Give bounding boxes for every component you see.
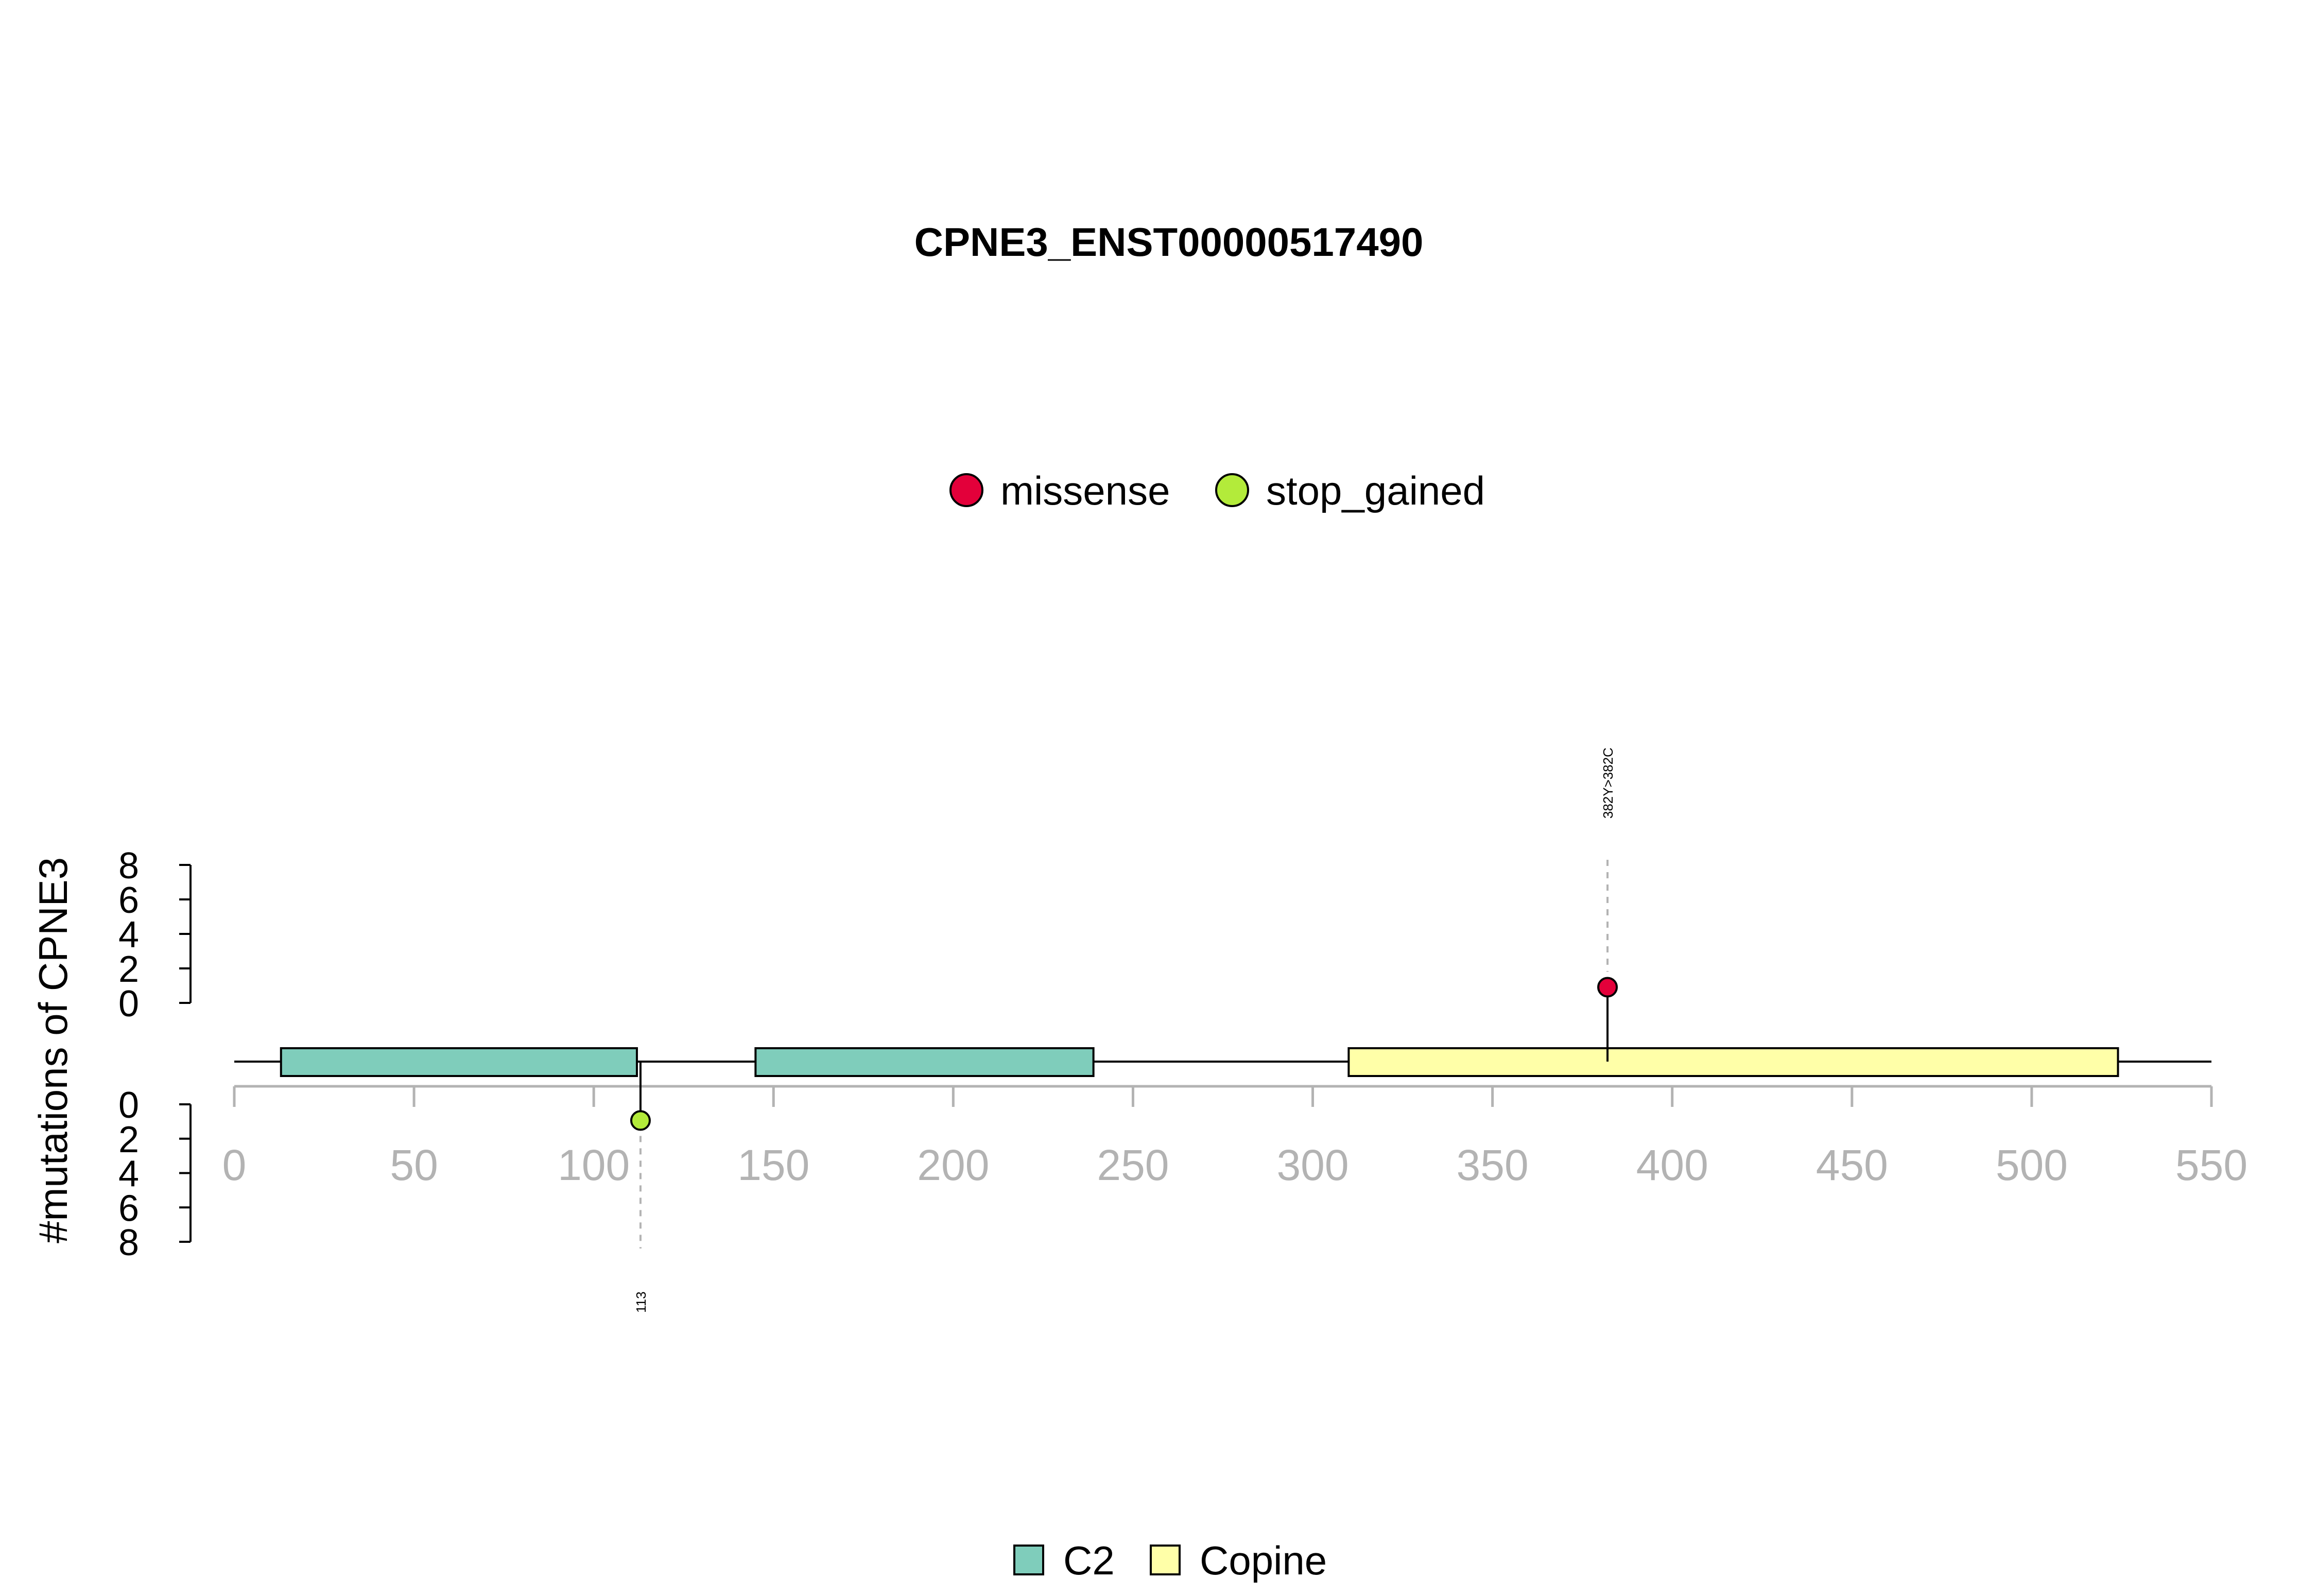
x-tick-label: 0 — [222, 1141, 247, 1189]
legend-label-missense: missense — [1000, 468, 1170, 513]
x-tick-label: 550 — [2175, 1141, 2247, 1189]
mutation-legend: missense stop_gained — [949, 468, 1485, 513]
y-tick-label-upper: 8 — [118, 845, 139, 887]
legend-marker-missense — [949, 473, 983, 507]
x-tick-label: 150 — [737, 1141, 809, 1189]
chart-title: CPNE3_ENST00000517490 — [914, 219, 1424, 265]
x-tick-label: 50 — [390, 1141, 438, 1189]
y-tick-label-lower: 2 — [118, 1119, 139, 1160]
legend-swatch-c2 — [1013, 1545, 1044, 1575]
x-tick-label: 500 — [1996, 1141, 2068, 1189]
domain-c2 — [754, 1047, 1095, 1077]
domain-c2 — [280, 1047, 638, 1077]
legend-marker-stop_gained — [1215, 473, 1249, 507]
x-tick-label: 350 — [1457, 1141, 1529, 1189]
domains — [280, 1047, 2119, 1077]
mutation-point-missense — [1597, 977, 1618, 998]
x-tick-label: 250 — [1097, 1141, 1169, 1189]
y-tick-label-lower: 6 — [118, 1188, 139, 1229]
domain-copine — [1347, 1047, 2119, 1077]
y-tick-label-upper: 0 — [118, 983, 139, 1025]
y-tick-label-lower: 8 — [118, 1222, 139, 1263]
y-axis-label: #mutations of CPNE3 — [30, 857, 76, 1243]
y-tick-label-upper: 6 — [118, 880, 139, 921]
mutation-point-stop_gained — [630, 1110, 651, 1131]
x-tick-label: 100 — [558, 1141, 630, 1189]
x-tick-label: 400 — [1636, 1141, 1708, 1189]
x-tick-label: 300 — [1276, 1141, 1348, 1189]
y-tick-label-upper: 2 — [118, 949, 139, 990]
y-tick-label-lower: 4 — [118, 1154, 139, 1195]
x-axis: 0 50 100 150 200 250 300 350 400 450 500 550 — [222, 1085, 2247, 1189]
domain-legend: C2 Copine — [1013, 1538, 1327, 1583]
x-tick-label: 200 — [917, 1141, 989, 1189]
y-tick-label-upper: 4 — [118, 914, 139, 956]
legend-label-c2: C2 — [1063, 1538, 1115, 1583]
legend-swatch-copine — [1150, 1545, 1181, 1575]
legend-label-copine: Copine — [1200, 1538, 1327, 1583]
mutation-label: 382Y>382C — [1600, 748, 1616, 819]
x-tick-label: 450 — [1816, 1141, 1888, 1189]
y-tick-label-lower: 0 — [118, 1085, 139, 1126]
mutation-label: 113 — [633, 1292, 649, 1313]
legend-label-stop_gained: stop_gained — [1266, 468, 1485, 513]
mutations: 382Y>382C 113 — [630, 748, 1618, 1313]
